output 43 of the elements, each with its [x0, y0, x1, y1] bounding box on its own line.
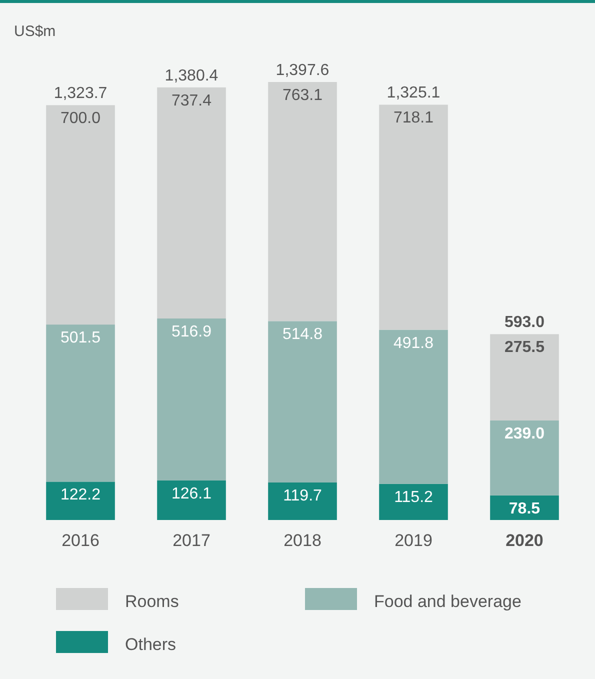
data-label: 239.0 — [504, 425, 545, 442]
x-tick-label: 2018 — [284, 531, 322, 550]
bar — [268, 482, 337, 520]
bar — [157, 87, 226, 318]
bar — [490, 334, 559, 420]
bar — [268, 321, 337, 482]
y-axis-title: US$m — [14, 23, 56, 40]
x-tick-label: 2017 — [172, 531, 210, 550]
bar — [268, 82, 337, 322]
data-label: 501.5 — [60, 330, 101, 347]
data-label: 115.2 — [394, 488, 434, 506]
total-label: 1,325.1 — [386, 84, 440, 102]
bar — [46, 482, 115, 520]
data-label: 119.7 — [283, 487, 322, 504]
total-label: 1,397.6 — [276, 62, 330, 79]
data-label: 275.5 — [504, 339, 545, 356]
bar — [157, 318, 226, 480]
data-label: 516.9 — [171, 323, 212, 340]
legend-label: Rooms — [125, 592, 179, 611]
legend-label: Others — [125, 635, 176, 654]
total-label: 1,323.7 — [54, 85, 108, 102]
total-label: 593.0 — [504, 314, 545, 332]
bar — [379, 330, 448, 484]
data-label: 78.5 — [508, 500, 540, 518]
bar — [490, 420, 559, 496]
x-tick-label: 2016 — [62, 531, 100, 550]
data-label: 718.1 — [393, 110, 434, 127]
bar — [379, 104, 448, 330]
total-label: 1,380.4 — [164, 67, 218, 84]
data-label: 514.8 — [282, 326, 323, 344]
data-label: 763.1 — [282, 87, 323, 104]
bar — [46, 105, 115, 325]
data-label: 737.4 — [171, 92, 212, 110]
bar — [157, 480, 226, 520]
bar — [379, 484, 448, 520]
data-label: 700.0 — [60, 110, 101, 128]
data-label: 126.1 — [171, 485, 212, 502]
data-label: 122.2 — [60, 486, 101, 504]
x-tick-label: 2019 — [394, 531, 432, 550]
data-label: 491.8 — [393, 334, 434, 352]
bar — [46, 324, 115, 482]
legend-label: Food and beverage — [374, 592, 522, 611]
x-tick-label: 2020 — [506, 531, 544, 550]
